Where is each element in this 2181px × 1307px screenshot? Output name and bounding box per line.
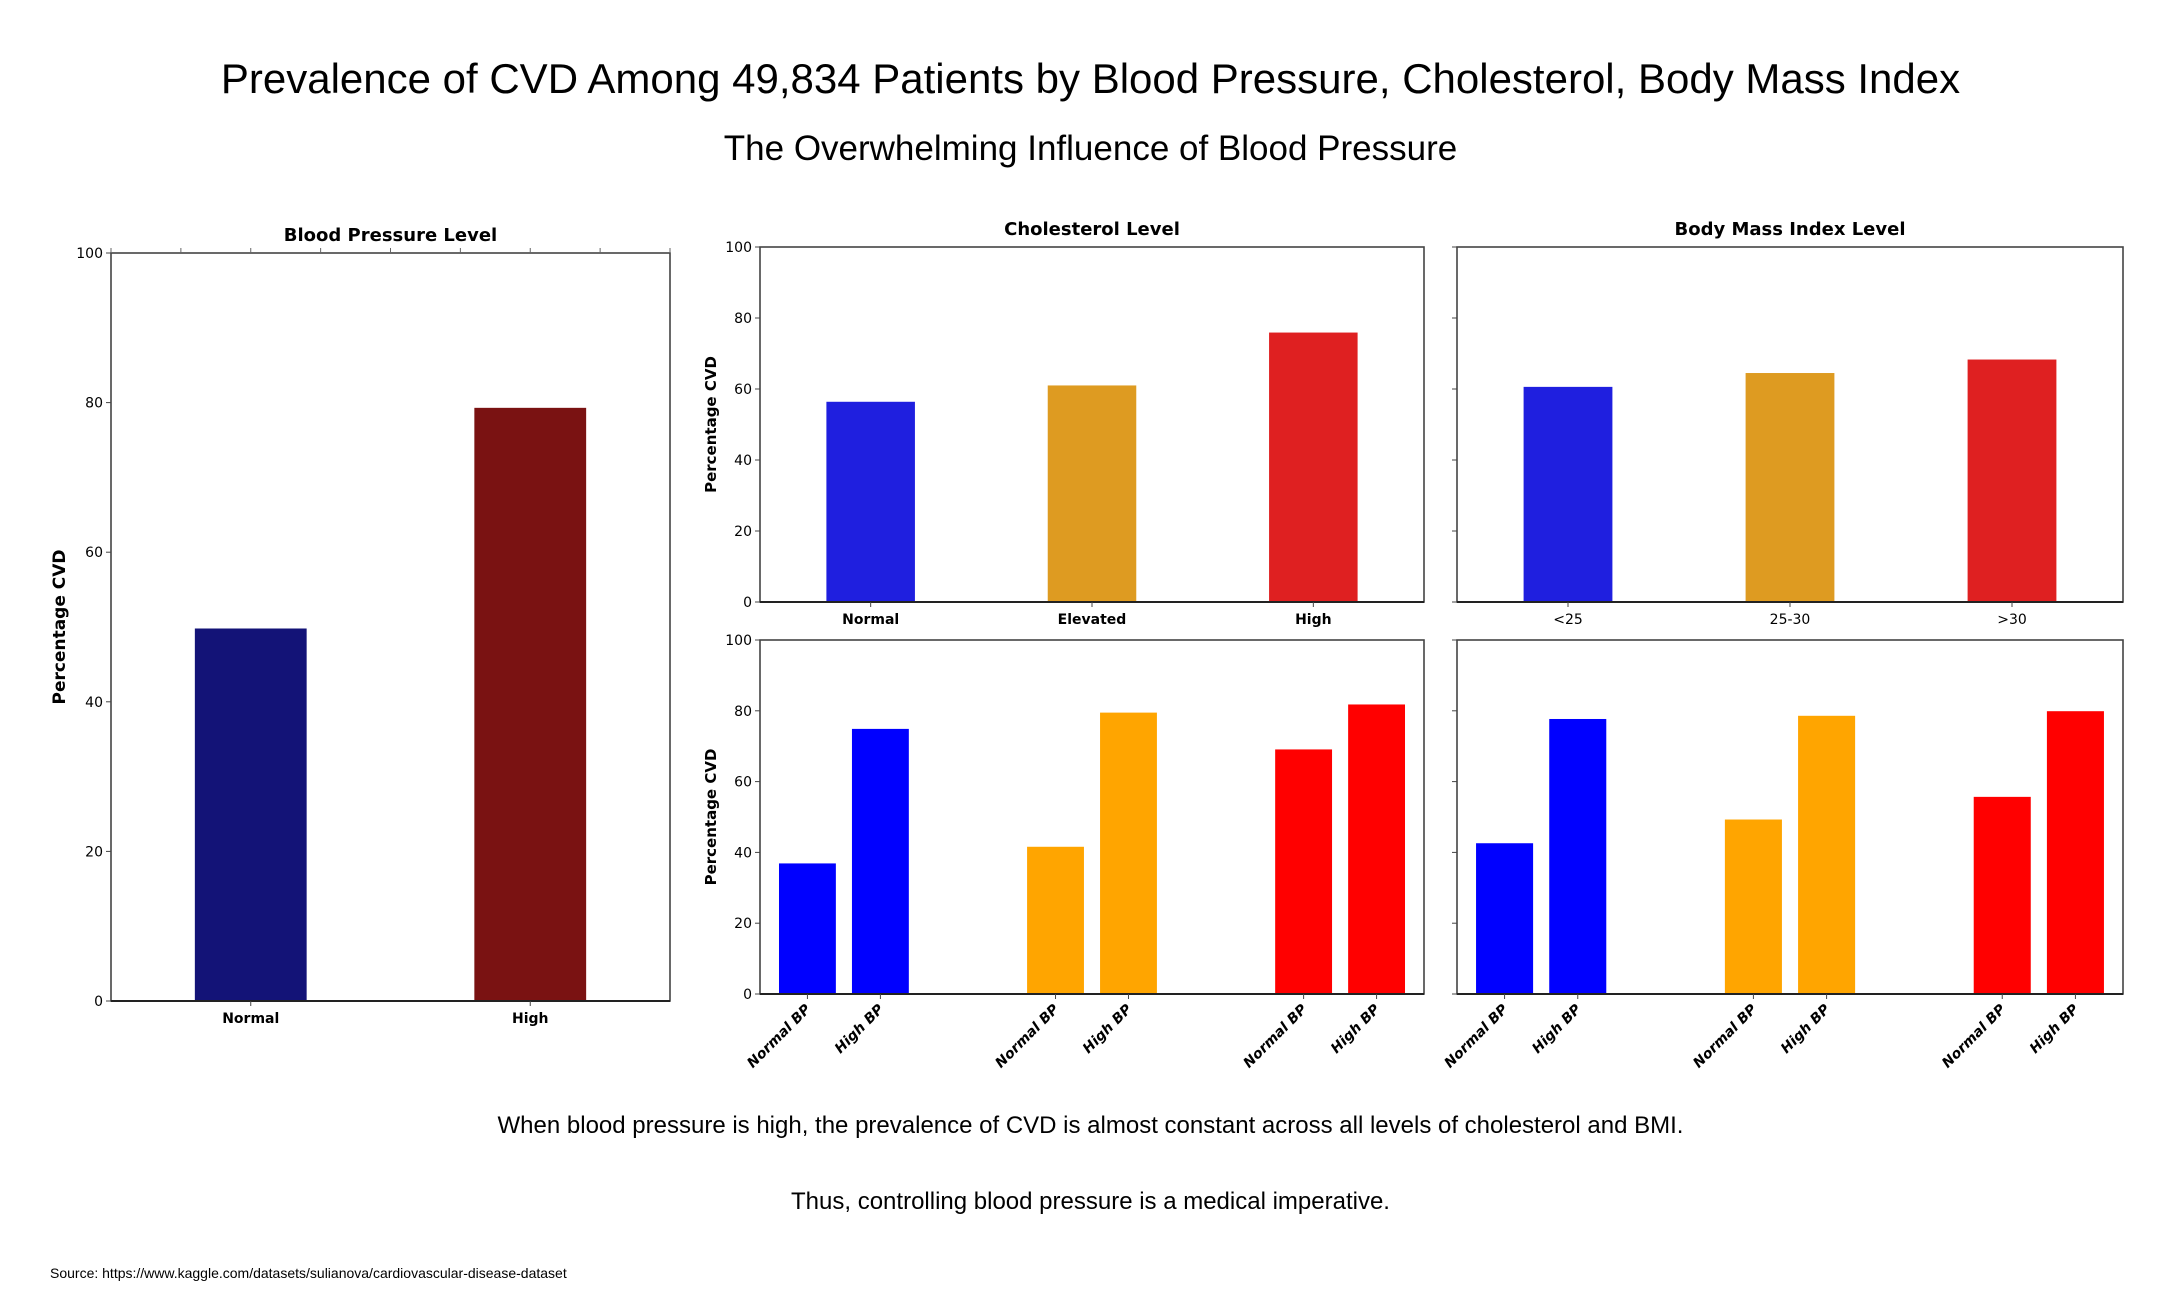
y-tick-label: 0 [743, 987, 752, 1003]
bar-High-high-bp [1346, 702, 1407, 995]
panel-bmi-by-bp: Normal BP High BP Normal BP High BP Normal B… [1441, 639, 2124, 1071]
y-tick-label: 0 [94, 994, 103, 1010]
bar-30-high-bp [2045, 709, 2106, 995]
x-tick-label: 25-30 [1770, 612, 1811, 628]
bar-25-normal-bp [1474, 841, 1535, 995]
x-tick-label: High BP [1328, 1001, 1384, 1057]
x-tick-label: Normal BP [744, 1001, 814, 1071]
y-tick-label: 20 [734, 916, 752, 932]
bar-2530 [1745, 373, 1835, 602]
bar-Elevated-high-bp [1098, 711, 1159, 995]
panel-title: Cholesterol Level [1004, 219, 1180, 240]
y-axis-label: Percentage CVD [50, 549, 70, 704]
x-tick-label: High [512, 1011, 549, 1027]
y-tick-label: 60 [734, 382, 752, 398]
y-axis-label: Percentage CVD [702, 749, 720, 886]
y-tick-label: 80 [734, 704, 752, 720]
panel-cholesterol: 0 20 40 60 80 100 Normal Elevated High Cholestero… [702, 219, 1425, 628]
y-tick-label: 40 [734, 453, 752, 469]
x-tick-label: High BP [1529, 1001, 1585, 1057]
y-tick-label: 100 [725, 240, 752, 256]
y-tick-label: 20 [85, 844, 103, 860]
x-tick-label: Normal BP [992, 1001, 1062, 1071]
bar-Normal-normal-bp [777, 861, 838, 995]
bar-Elevated-normal-bp [1025, 845, 1086, 995]
bar-high [474, 407, 587, 1001]
x-tick-label: High [1295, 612, 1332, 628]
bar-25-high-bp [1547, 717, 1608, 995]
footnote-observation: When blood pressure is high, the prevale… [497, 1112, 1684, 1139]
x-tick-label: Normal BP [1939, 1001, 2009, 1071]
x-tick-label: Normal [222, 1011, 279, 1027]
y-tick-label: 80 [734, 311, 752, 327]
y-tick-label: 60 [734, 775, 752, 791]
y-tick-label: 100 [725, 633, 752, 649]
bar-normal [194, 628, 307, 1001]
y-tick-label: 60 [85, 545, 103, 561]
bar-high [1269, 332, 1358, 602]
x-tick-label: High BP [1778, 1001, 1834, 1057]
bar-30-normal-bp [1972, 795, 2033, 995]
x-tick-label: >30 [1997, 612, 2027, 628]
figure-title: Prevalence of CVD Among 49,834 Patients … [220, 55, 1961, 102]
source-citation: Source: https://www.kaggle.com/datasets/… [50, 1265, 567, 1281]
bar-Normal-high-bp [850, 727, 911, 995]
panel-bmi: <25 25-30 >30 Body Mass Index Level [1452, 219, 2124, 628]
y-tick-label: 40 [85, 695, 103, 711]
x-tick-label: Elevated [1058, 612, 1127, 628]
y-tick-label: 0 [743, 595, 752, 611]
y-tick-label: 20 [734, 524, 752, 540]
panel-title: Body Mass Index Level [1675, 219, 1906, 240]
y-tick-label: 40 [734, 845, 752, 861]
x-tick-label: High BP [2027, 1001, 2083, 1057]
x-tick-label: <25 [1553, 612, 1583, 628]
footnote-conclusion: Thus, controlling blood pressure is a me… [791, 1188, 1390, 1215]
bar-elevated [1047, 385, 1137, 602]
bar-2530-normal-bp [1723, 818, 1784, 995]
panel-blood-pressure: 0 20 40 60 80 100 Normal High Blood Pressure Lev… [50, 225, 671, 1027]
x-tick-label: Normal [842, 612, 899, 628]
y-axis-label: Percentage CVD [702, 356, 720, 493]
bar-2530-high-bp [1796, 714, 1857, 995]
x-tick-label: Normal BP [1690, 1001, 1760, 1071]
figure-subtitle: The Overwhelming Influence of Blood Pres… [723, 129, 1458, 168]
panel-cholesterol-by-bp: 0 20 40 60 80 100 Normal BP High BP Normal BP Hig… [702, 633, 1425, 1071]
x-tick-label: High BP [832, 1001, 888, 1057]
x-tick-label: High BP [1080, 1001, 1136, 1057]
x-tick-label: Normal BP [1241, 1001, 1311, 1071]
bar-normal [826, 401, 915, 602]
bar-30 [1967, 359, 2057, 602]
bar-High-normal-bp [1273, 747, 1334, 995]
x-tick-label: Normal BP [1441, 1001, 1511, 1071]
panel-title: Blood Pressure Level [284, 225, 497, 246]
y-tick-label: 100 [76, 246, 103, 262]
y-tick-label: 80 [85, 396, 103, 412]
bar-25 [1523, 386, 1613, 602]
